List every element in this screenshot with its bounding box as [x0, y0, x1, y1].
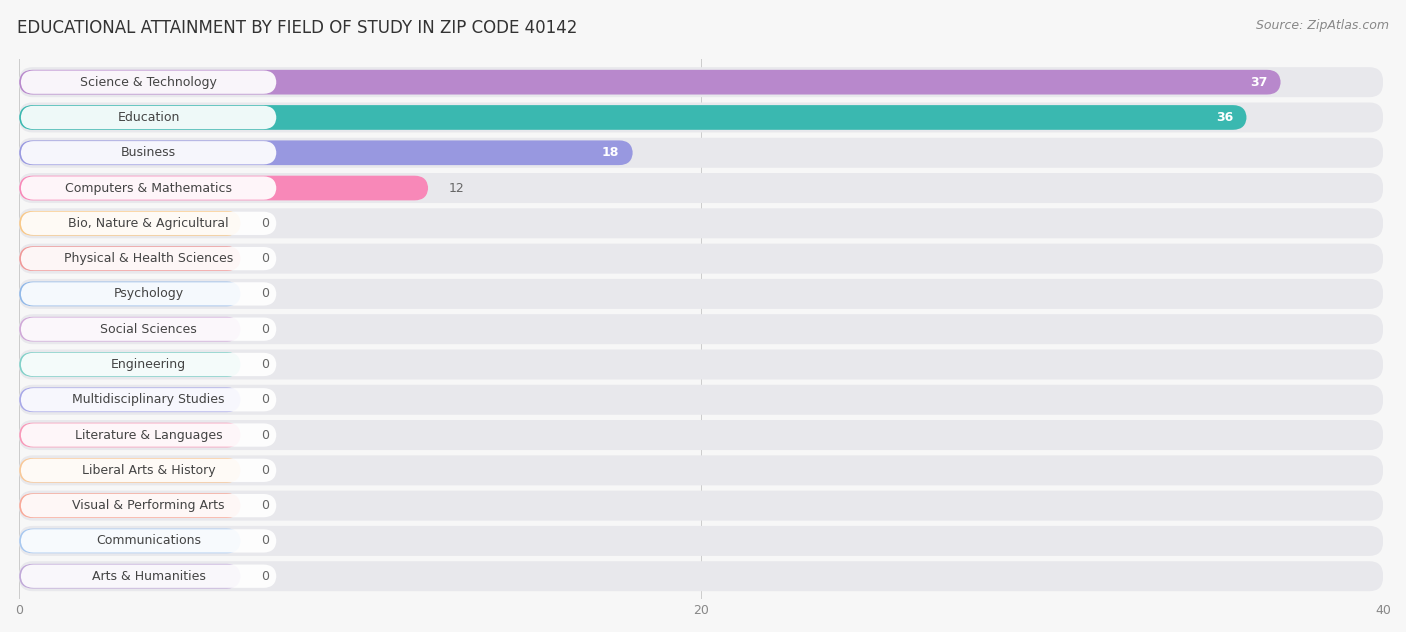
FancyBboxPatch shape: [20, 317, 240, 341]
FancyBboxPatch shape: [21, 247, 277, 270]
Text: 37: 37: [1250, 76, 1267, 88]
Text: 0: 0: [262, 428, 269, 442]
FancyBboxPatch shape: [21, 494, 277, 517]
FancyBboxPatch shape: [20, 494, 240, 518]
FancyBboxPatch shape: [20, 211, 240, 236]
FancyBboxPatch shape: [21, 388, 277, 411]
Text: 0: 0: [262, 358, 269, 371]
Text: Engineering: Engineering: [111, 358, 186, 371]
FancyBboxPatch shape: [20, 387, 240, 412]
FancyBboxPatch shape: [20, 243, 1384, 274]
Text: EDUCATIONAL ATTAINMENT BY FIELD OF STUDY IN ZIP CODE 40142: EDUCATIONAL ATTAINMENT BY FIELD OF STUDY…: [17, 19, 578, 37]
FancyBboxPatch shape: [20, 490, 1384, 521]
Text: Liberal Arts & History: Liberal Arts & History: [82, 464, 215, 477]
Text: Multidisciplinary Studies: Multidisciplinary Studies: [72, 393, 225, 406]
FancyBboxPatch shape: [20, 423, 240, 447]
FancyBboxPatch shape: [20, 140, 633, 165]
FancyBboxPatch shape: [21, 459, 277, 482]
FancyBboxPatch shape: [21, 317, 277, 341]
Text: Literature & Languages: Literature & Languages: [75, 428, 222, 442]
FancyBboxPatch shape: [20, 105, 1247, 130]
FancyBboxPatch shape: [21, 283, 277, 305]
FancyBboxPatch shape: [20, 173, 1384, 203]
FancyBboxPatch shape: [20, 455, 1384, 485]
FancyBboxPatch shape: [21, 176, 277, 200]
Text: Social Sciences: Social Sciences: [100, 323, 197, 336]
Text: 0: 0: [262, 393, 269, 406]
Text: 36: 36: [1216, 111, 1233, 124]
FancyBboxPatch shape: [21, 353, 277, 376]
FancyBboxPatch shape: [20, 458, 240, 483]
FancyBboxPatch shape: [20, 526, 1384, 556]
Text: Psychology: Psychology: [114, 288, 184, 300]
Text: Source: ZipAtlas.com: Source: ZipAtlas.com: [1256, 19, 1389, 32]
FancyBboxPatch shape: [20, 352, 240, 377]
FancyBboxPatch shape: [20, 564, 240, 588]
FancyBboxPatch shape: [21, 529, 277, 552]
Text: 18: 18: [602, 146, 619, 159]
Text: Business: Business: [121, 146, 176, 159]
Text: Communications: Communications: [96, 535, 201, 547]
FancyBboxPatch shape: [21, 106, 277, 129]
FancyBboxPatch shape: [20, 528, 240, 553]
Text: 0: 0: [262, 535, 269, 547]
Text: 0: 0: [262, 499, 269, 512]
FancyBboxPatch shape: [20, 246, 240, 271]
Text: Bio, Nature & Agricultural: Bio, Nature & Agricultural: [69, 217, 229, 230]
Text: 0: 0: [262, 323, 269, 336]
FancyBboxPatch shape: [20, 102, 1384, 133]
Text: Visual & Performing Arts: Visual & Performing Arts: [72, 499, 225, 512]
FancyBboxPatch shape: [20, 561, 1384, 591]
FancyBboxPatch shape: [20, 67, 1384, 97]
Text: 0: 0: [262, 464, 269, 477]
Text: Education: Education: [117, 111, 180, 124]
FancyBboxPatch shape: [21, 212, 277, 235]
FancyBboxPatch shape: [20, 209, 1384, 238]
Text: Science & Technology: Science & Technology: [80, 76, 217, 88]
Text: 0: 0: [262, 252, 269, 265]
FancyBboxPatch shape: [20, 176, 429, 200]
FancyBboxPatch shape: [21, 141, 277, 164]
FancyBboxPatch shape: [20, 314, 1384, 344]
Text: Arts & Humanities: Arts & Humanities: [91, 569, 205, 583]
FancyBboxPatch shape: [20, 349, 1384, 379]
Text: Physical & Health Sciences: Physical & Health Sciences: [63, 252, 233, 265]
Text: 0: 0: [262, 288, 269, 300]
FancyBboxPatch shape: [21, 71, 277, 94]
FancyBboxPatch shape: [20, 279, 1384, 309]
FancyBboxPatch shape: [21, 564, 277, 588]
Text: 12: 12: [449, 181, 464, 195]
Text: 0: 0: [262, 217, 269, 230]
FancyBboxPatch shape: [20, 385, 1384, 415]
Text: Computers & Mathematics: Computers & Mathematics: [65, 181, 232, 195]
Text: 0: 0: [262, 569, 269, 583]
FancyBboxPatch shape: [21, 423, 277, 447]
FancyBboxPatch shape: [20, 281, 240, 307]
FancyBboxPatch shape: [20, 70, 1281, 95]
FancyBboxPatch shape: [20, 138, 1384, 167]
FancyBboxPatch shape: [20, 420, 1384, 450]
